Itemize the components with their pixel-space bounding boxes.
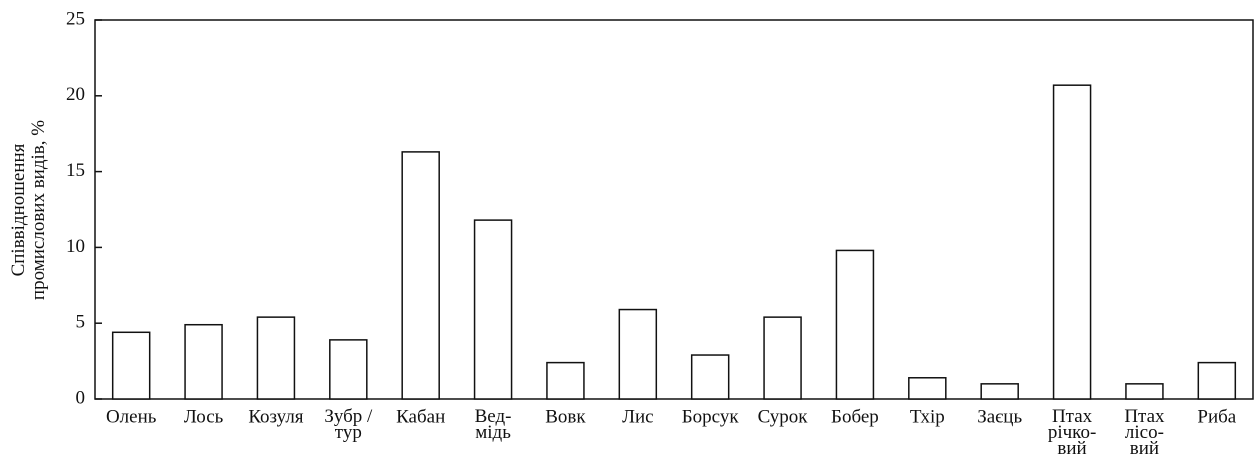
x-tick-label: Тхір [910, 406, 945, 427]
y-tick-label: 0 [76, 387, 86, 408]
bar [980, 383, 1019, 400]
plot-frame [94, 19, 1254, 400]
y-tick-label: 20 [66, 84, 85, 105]
bar [1125, 383, 1164, 400]
y-tick-label: 15 [66, 160, 85, 181]
y-axis-label: Співвідношенняпромислових видів, % [8, 120, 49, 300]
bar [111, 331, 151, 400]
bar [908, 377, 947, 400]
x-tick-label: Кабан [396, 406, 445, 427]
x-tick-label: Риба [1197, 406, 1236, 427]
bar [690, 354, 730, 400]
bar [618, 308, 658, 400]
bar [401, 151, 440, 400]
bar [1197, 361, 1237, 400]
x-tick-label: Птах лісо-вий [1124, 406, 1165, 459]
bar [763, 316, 802, 400]
x-tick-label: Птах річко-вий [1048, 406, 1096, 459]
x-tick-label: Вед-мідь [475, 406, 512, 443]
x-tick-label: Вовк [545, 406, 586, 427]
bar [473, 219, 513, 400]
bar [1052, 84, 1092, 400]
x-tick-label: Борсук [682, 406, 740, 427]
y-tick-label: 10 [66, 236, 85, 257]
y-tick-label: 5 [76, 312, 86, 333]
x-tick-label: Козуля [248, 406, 303, 427]
bar [184, 323, 223, 400]
bar [546, 361, 585, 400]
y-tick-label: 25 [66, 8, 85, 29]
bar [835, 249, 875, 400]
x-tick-label: Лис [622, 406, 654, 427]
x-tick-label: Бобер [831, 406, 879, 427]
x-tick-label: Сурок [758, 406, 809, 427]
x-tick-label: Зубр / тур [324, 406, 373, 443]
x-tick-label: Заєць [977, 406, 1022, 427]
bar [256, 316, 296, 400]
x-tick-label: Лось [184, 406, 224, 427]
bar [329, 339, 368, 400]
x-tick-label: Олень [106, 406, 157, 427]
